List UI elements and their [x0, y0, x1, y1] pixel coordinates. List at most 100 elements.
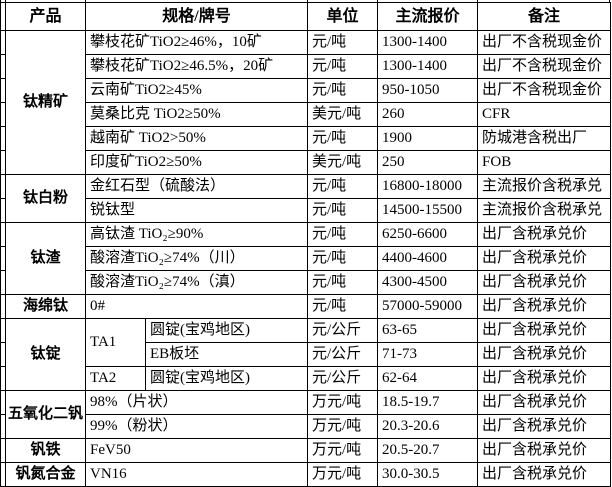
price-cell: 1300-1400	[377, 54, 479, 79]
unit-cell: 元/吨	[307, 246, 379, 271]
unit-cell: 元/公斤	[307, 366, 379, 391]
gridline-stub	[0, 0, 1, 3]
price-cell: 14500-15500	[377, 198, 479, 223]
left-gutter-cell	[0, 54, 6, 79]
table-row: 酸溶渣TiO₂≥74%（川） 元/吨 4400-4600 出厂含税承兑价	[0, 246, 612, 271]
price-cell: 62-64	[377, 366, 479, 391]
unit-cell: 美元/吨	[307, 102, 379, 127]
header-price: 主流报价	[377, 2, 479, 31]
spec-grade-cell: TA2	[85, 366, 146, 391]
spec-cell: 攀枝花矿TiO2≥46.5%，20矿	[84, 54, 309, 79]
header-spec: 规格/牌号	[84, 2, 309, 31]
table-row: 钛白粉 金红石型（硫酸法） 元/吨 16800-18000 主流报价含税承兑	[0, 174, 612, 223]
note-cell: 出厂不含税现金价	[477, 78, 612, 103]
spec-form-cell: 圆锭(宝鸡地区)	[144, 318, 309, 343]
price-cell: 260	[377, 102, 479, 127]
note-cell: 出厂含税承兑价	[477, 270, 612, 295]
gridline-stub	[5, 0, 6, 3]
table-row: 五氧化二钒 98%（片状） 万元/吨 18.5-19.7 出厂含税承兑价	[0, 390, 612, 439]
product-cell: 钒铁	[5, 438, 86, 463]
gridline-stub	[85, 0, 86, 3]
note-cell: 出厂含税承兑价	[477, 414, 612, 439]
note-cell: 出厂含税承兑价	[477, 246, 612, 271]
note-cell: FOB	[477, 150, 612, 175]
price-cell: 57000-59000	[377, 294, 479, 319]
unit-cell: 万元/吨	[307, 462, 379, 487]
left-gutter-cell	[0, 150, 6, 175]
table-row: 钒铁 FeV50 万元/吨 20.5-20.7 出厂含税承兑价	[0, 438, 612, 463]
spec-cell: 云南矿TiO2≥45%	[84, 78, 309, 103]
note-cell: 出厂含税承兑价	[477, 366, 612, 391]
spec-cell: 酸溶渣TiO₂≥74%（滇）	[84, 270, 309, 295]
left-gutter-cell	[0, 342, 6, 367]
spec-cell: 越南矿 TiO2>50%	[84, 126, 309, 151]
table-row: 莫桑比克 TiO2≥50% 美元/吨 260 CFR	[0, 102, 612, 127]
left-gutter-cell	[0, 270, 6, 295]
product-cell: 钛白粉	[5, 174, 86, 223]
header-unit: 单位	[307, 2, 379, 31]
spec-cell: VN16	[84, 462, 309, 487]
left-gutter-cell	[0, 102, 6, 127]
unit-cell: 元/吨	[307, 198, 379, 223]
unit-cell: 万元/吨	[307, 390, 379, 415]
left-gutter-cell	[0, 126, 6, 151]
table-row: 越南矿 TiO2>50% 元/吨 1900 防城港含税出厂	[0, 126, 612, 151]
spec-cell: 99%（粉状）	[84, 414, 309, 439]
unit-cell: 元/吨	[307, 30, 379, 55]
note-cell: 出厂不含税现金价	[477, 54, 612, 79]
spec-grade-cell: TA1	[85, 318, 146, 367]
note-cell: 出厂含税承兑价	[477, 462, 612, 487]
price-cell: 250	[377, 150, 479, 175]
unit-cell: 元/吨	[307, 270, 379, 295]
note-cell: 出厂含税承兑价	[477, 438, 612, 463]
left-gutter-cell	[0, 414, 6, 439]
unit-cell: 元/吨	[307, 78, 379, 103]
unit-cell: 美元/吨	[307, 150, 379, 175]
unit-cell: 万元/吨	[307, 414, 379, 439]
note-cell: CFR	[477, 102, 612, 127]
price-cell: 63-65	[377, 318, 479, 343]
product-cell: 钛渣	[5, 222, 86, 295]
unit-cell: 元/吨	[307, 54, 379, 79]
note-cell: 主流报价含税承兑	[477, 198, 612, 223]
left-gutter-cell	[0, 366, 6, 391]
product-cell: 钛锭	[5, 318, 86, 391]
table-row: 99%（粉状） 万元/吨 20.3-20.6 出厂含税承兑价	[0, 414, 612, 439]
unit-cell: 元/公斤	[307, 318, 379, 343]
price-cell: 1300-1400	[377, 30, 479, 55]
gridline-stub	[307, 0, 308, 3]
price-cell: 4400-4600	[377, 246, 479, 271]
spec-cell: 印度矿TiO2≥50%	[84, 150, 309, 175]
price-cell: 950-1050	[377, 78, 479, 103]
spec-form-cell: EB板坯	[144, 342, 309, 367]
note-cell: 出厂含税承兑价	[477, 222, 612, 247]
unit-cell: 元/公斤	[307, 342, 379, 367]
left-gutter-cell	[0, 198, 6, 223]
note-cell: 主流报价含税承兑	[477, 174, 612, 199]
spec-cell: 0#	[84, 294, 309, 319]
header-note: 备注	[477, 2, 612, 31]
price-cell: 6250-6600	[377, 222, 479, 247]
table-row: 钛精矿 攀枝花矿TiO2≥46%，10矿 元/吨 1300-1400 出厂不含税现金价	[0, 30, 612, 175]
unit-cell: 元/吨	[307, 126, 379, 151]
unit-cell: 元/吨	[307, 294, 379, 319]
spec-cell: FeV50	[84, 438, 309, 463]
table-row: 云南矿TiO2≥45% 元/吨 950-1050 出厂不含税现金价	[0, 78, 612, 103]
unit-cell: 万元/吨	[307, 438, 379, 463]
spec-cell: 高钛渣 TiO₂≥90%	[84, 222, 309, 247]
note-cell: 出厂含税承兑价	[477, 294, 612, 319]
table-row: 酸溶渣TiO₂≥74%（滇） 元/吨 4300-4500 出厂含税承兑价	[0, 270, 612, 295]
spec-form-cell: 圆锭(宝鸡地区)	[144, 366, 309, 391]
header-product: 产品	[5, 2, 86, 31]
unit-cell: 元/吨	[307, 222, 379, 247]
note-cell: 出厂含税承兑价	[477, 342, 612, 367]
note-cell: 出厂含税承兑价	[477, 390, 612, 415]
spec-cell: 攀枝花矿TiO2≥46%，10矿	[84, 30, 309, 55]
spec-cell: 金红石型（硫酸法）	[84, 174, 309, 199]
spec-cell: 98%（片状）	[84, 390, 309, 415]
table-row: 钛锭 TA1 圆锭(宝鸡地区) 元/公斤 63-65 出厂含税承兑价	[0, 318, 612, 391]
price-cell: 71-73	[377, 342, 479, 367]
price-cell: 30.0-30.5	[377, 462, 479, 487]
